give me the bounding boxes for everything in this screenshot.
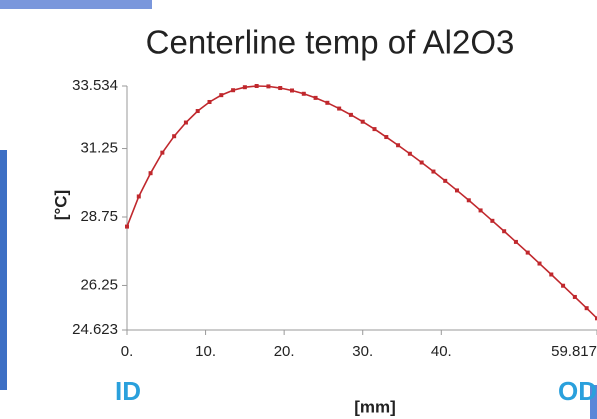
data-point [184, 121, 188, 125]
data-point [549, 272, 553, 276]
data-point [373, 127, 377, 131]
data-point [408, 152, 412, 156]
data-point [125, 225, 129, 229]
data-point [290, 88, 294, 92]
data-point [479, 208, 483, 212]
data-point [585, 306, 589, 310]
data-point [420, 161, 424, 165]
y-tick-label: 26.25 [80, 276, 118, 293]
data-point [219, 93, 223, 97]
data-point [490, 219, 494, 223]
data-point [443, 179, 447, 183]
data-point [149, 171, 153, 175]
data-point [431, 170, 435, 174]
y-tick-label: 28.75 [80, 208, 118, 225]
y-axis-label: [°C] [51, 190, 70, 220]
x-tick-label: 10. [195, 343, 216, 360]
frame-decoration [0, 150, 7, 390]
data-point [208, 100, 212, 104]
annotation: ID [115, 376, 141, 406]
chart-title: Centerline temp of Al2O3 [146, 24, 515, 61]
data-point [278, 86, 282, 90]
data-point [196, 109, 200, 113]
x-axis-label: [mm] [354, 397, 396, 416]
x-tick-label: 59.817 [551, 343, 597, 360]
data-point [302, 92, 306, 96]
data-point [325, 101, 329, 105]
data-point [573, 295, 577, 299]
data-point [502, 229, 506, 233]
x-tick-label: 40. [431, 343, 452, 360]
frame-decoration [0, 0, 152, 9]
data-point [396, 143, 400, 147]
data-point [243, 85, 247, 89]
chart: Centerline temp of Al2O3 [°C] [mm] ID OD… [0, 0, 597, 419]
data-point [337, 107, 341, 111]
data-point [561, 284, 565, 288]
x-tick-label: 0. [121, 343, 134, 360]
data-point [538, 262, 542, 266]
data-point [137, 194, 141, 198]
data-point [266, 84, 270, 88]
data-point [172, 134, 176, 138]
data-point [361, 120, 365, 124]
page: {"chart_data": {"type": "line", "title":… [0, 0, 597, 419]
x-tick-label: 30. [352, 343, 373, 360]
data-point [526, 251, 530, 255]
data-point [314, 96, 318, 100]
data-point [255, 84, 259, 88]
x-tick-label: 20. [274, 343, 295, 360]
data-point [384, 135, 388, 139]
data-point [231, 88, 235, 92]
data-point [467, 198, 471, 202]
data-point [514, 240, 518, 244]
data-point [160, 151, 164, 155]
y-tick-label: 31.25 [80, 140, 118, 157]
annotation: OD [558, 376, 597, 406]
y-tick-label: 24.623 [72, 321, 118, 338]
data-point [455, 188, 459, 192]
y-tick-label: 33.534 [72, 77, 118, 94]
data-point [349, 113, 353, 117]
